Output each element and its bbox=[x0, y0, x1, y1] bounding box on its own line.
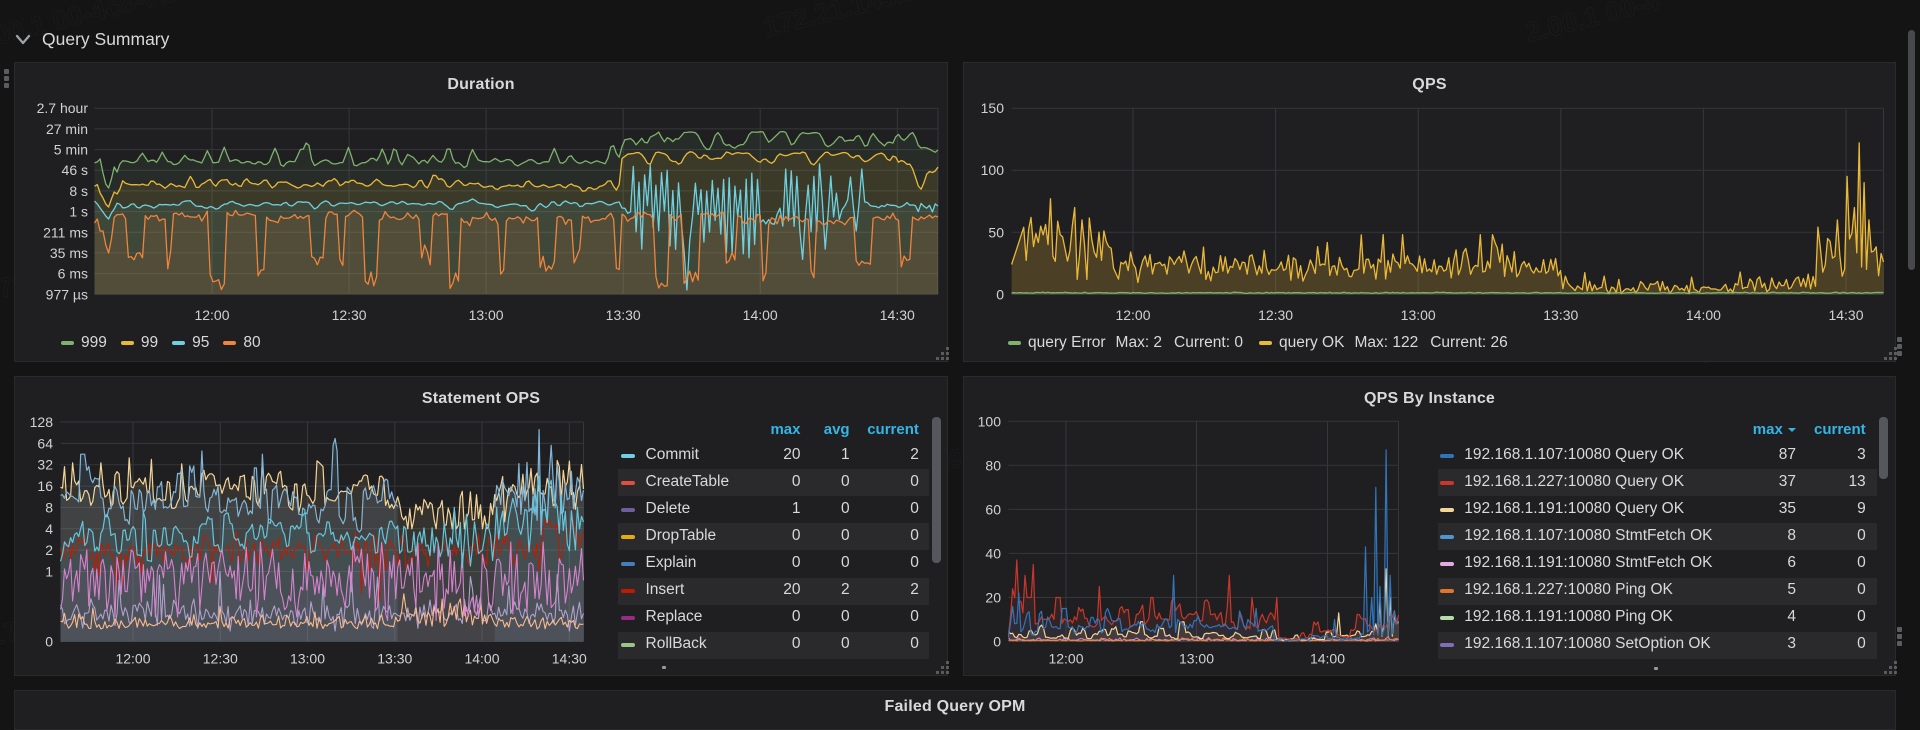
svg-text:14:00: 14:00 bbox=[464, 651, 499, 667]
svg-text:14:00: 14:00 bbox=[743, 307, 778, 323]
svg-text:0: 0 bbox=[45, 634, 53, 650]
svg-text:13:30: 13:30 bbox=[1543, 307, 1578, 323]
svg-text:12:00: 12:00 bbox=[1048, 651, 1083, 667]
svg-text:16: 16 bbox=[37, 478, 53, 494]
svg-text:14:30: 14:30 bbox=[1828, 307, 1863, 323]
svg-text:12:30: 12:30 bbox=[332, 307, 367, 323]
svg-text:27 min: 27 min bbox=[46, 121, 88, 137]
svg-text:0: 0 bbox=[993, 634, 1001, 650]
svg-text:6 ms: 6 ms bbox=[58, 266, 88, 282]
svg-text:64: 64 bbox=[37, 435, 53, 451]
svg-text:60: 60 bbox=[985, 501, 1001, 517]
svg-text:1 s: 1 s bbox=[69, 204, 88, 220]
svg-text:13:00: 13:00 bbox=[469, 307, 504, 323]
svg-text:12:30: 12:30 bbox=[203, 651, 238, 667]
svg-text:13:30: 13:30 bbox=[606, 307, 641, 323]
svg-text:5 min: 5 min bbox=[54, 142, 88, 158]
svg-text:46 s: 46 s bbox=[62, 162, 88, 178]
svg-text:13:00: 13:00 bbox=[290, 651, 325, 667]
svg-text:2.7 hour: 2.7 hour bbox=[37, 100, 89, 116]
svg-text:14:00: 14:00 bbox=[1310, 651, 1345, 667]
svg-text:14:30: 14:30 bbox=[880, 307, 915, 323]
svg-text:13:30: 13:30 bbox=[377, 651, 412, 667]
svg-text:80: 80 bbox=[985, 457, 1001, 473]
svg-text:12:00: 12:00 bbox=[115, 651, 150, 667]
svg-text:100: 100 bbox=[981, 162, 1005, 178]
svg-text:14:00: 14:00 bbox=[1686, 307, 1721, 323]
svg-text:20: 20 bbox=[985, 590, 1001, 606]
svg-text:4: 4 bbox=[45, 521, 53, 537]
svg-text:128: 128 bbox=[30, 414, 54, 430]
svg-text:150: 150 bbox=[981, 100, 1005, 116]
svg-text:13:00: 13:00 bbox=[1401, 307, 1436, 323]
svg-text:8 s: 8 s bbox=[69, 183, 88, 199]
svg-text:12:00: 12:00 bbox=[1115, 307, 1150, 323]
svg-text:211 ms: 211 ms bbox=[43, 224, 88, 240]
svg-text:0: 0 bbox=[996, 286, 1004, 302]
svg-text:32: 32 bbox=[37, 457, 53, 473]
svg-text:977 µs: 977 µs bbox=[46, 286, 88, 302]
svg-text:2: 2 bbox=[45, 542, 53, 558]
svg-text:13:00: 13:00 bbox=[1179, 651, 1214, 667]
svg-text:35 ms: 35 ms bbox=[50, 245, 88, 261]
svg-text:50: 50 bbox=[988, 224, 1004, 240]
svg-text:40: 40 bbox=[985, 545, 1001, 561]
svg-text:12:30: 12:30 bbox=[1258, 307, 1293, 323]
svg-text:1: 1 bbox=[45, 564, 53, 580]
svg-text:12:00: 12:00 bbox=[194, 307, 229, 323]
svg-text:8: 8 bbox=[45, 499, 53, 515]
svg-text:14:30: 14:30 bbox=[552, 651, 587, 667]
svg-text:100: 100 bbox=[978, 413, 1002, 429]
